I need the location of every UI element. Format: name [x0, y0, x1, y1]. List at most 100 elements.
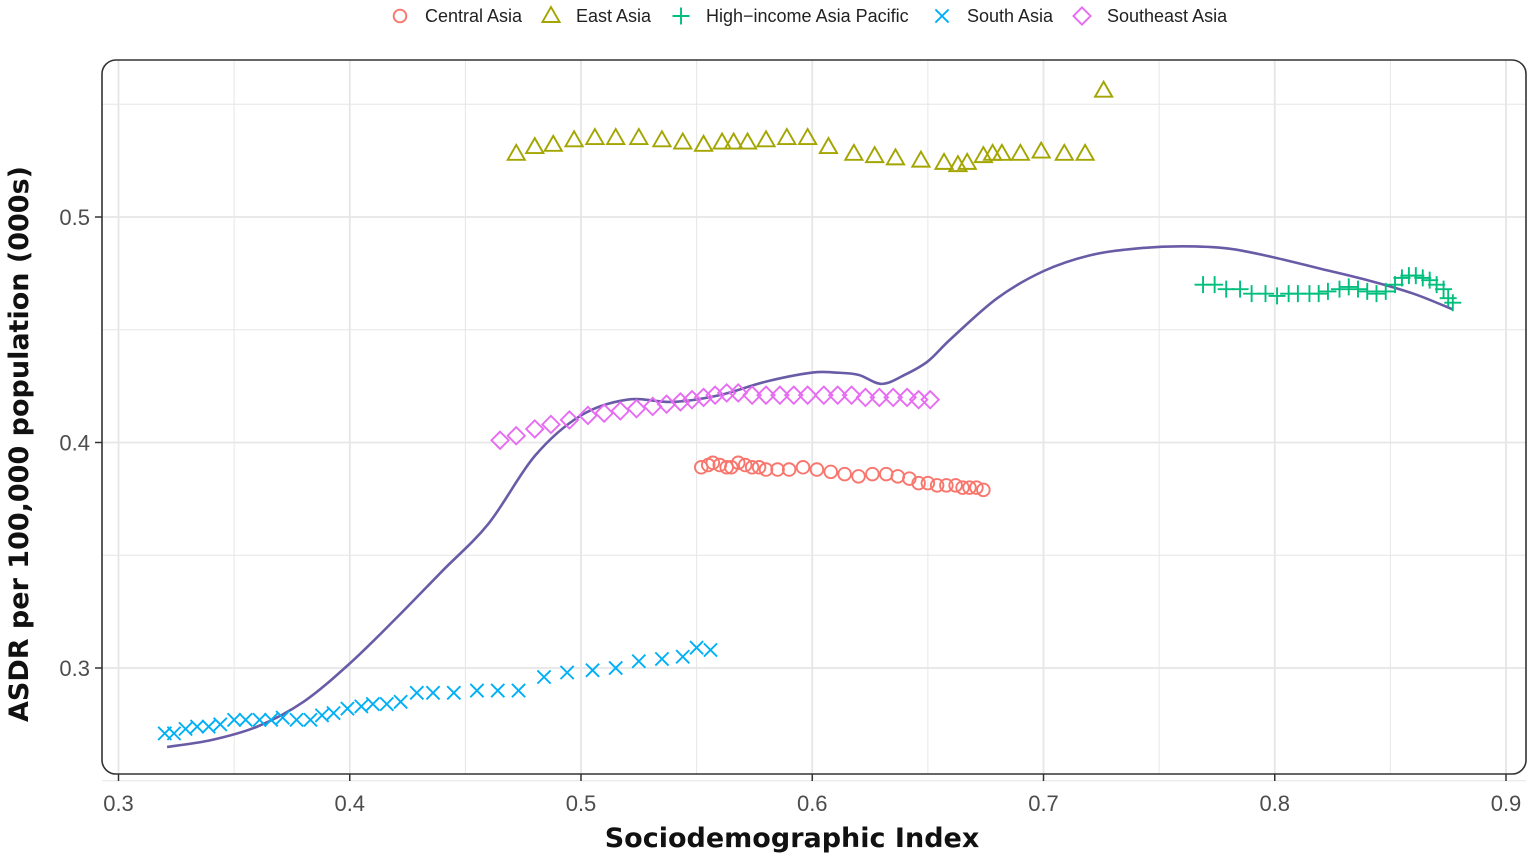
- data-point-central-asia: [731, 455, 746, 471]
- data-point-east-asia: [910, 149, 932, 168]
- data-point-high-income-asia-pacific: [1268, 287, 1286, 305]
- y-axis-title: ASDR per 100,000 population (000s): [4, 166, 35, 722]
- legend-item-east-asia: East Asia: [540, 5, 652, 26]
- data-point-east-asia: [711, 131, 733, 150]
- data-point-south-asia: [631, 653, 647, 669]
- legend-item-central-asia: Central Asia: [392, 6, 523, 26]
- data-point-south-asia: [559, 665, 575, 680]
- data-point-southeast-asia: [920, 389, 941, 410]
- data-point-high-income-asia-pacific: [1206, 276, 1224, 294]
- data-point-east-asia: [584, 127, 606, 146]
- data-point-south-asia: [289, 712, 304, 728]
- data-point-central-asia: [851, 469, 866, 484]
- legend: Central Asia East Asia High−income Asia Pa…: [392, 5, 1228, 26]
- data-point-east-asia: [651, 129, 673, 148]
- data-point-high-income-asia-pacific: [1444, 294, 1462, 312]
- trend-line: [166, 245, 1454, 749]
- data-point-south-asia: [409, 685, 425, 701]
- data-point-east-asia: [843, 142, 865, 161]
- points-layer: [157, 79, 1462, 741]
- data-point-high-income-asia-pacific: [1319, 282, 1337, 300]
- data-point-southeast-asia: [559, 410, 580, 430]
- plot-panel-border: [101, 59, 1527, 775]
- x-tick-label: 0.3: [103, 791, 134, 816]
- data-point-southeast-asia: [670, 391, 691, 412]
- data-point-central-asia: [948, 478, 963, 493]
- data-point-southeast-asia: [577, 405, 598, 426]
- legend-label-central-asia: Central Asia: [425, 6, 523, 26]
- data-point-south-asia: [212, 717, 228, 732]
- data-point-central-asia: [758, 462, 774, 477]
- data-point-east-asia: [1030, 140, 1052, 159]
- data-point-southeast-asia: [841, 385, 862, 406]
- data-point-central-asia: [976, 482, 991, 498]
- data-point-south-asia: [303, 712, 318, 728]
- data-point-east-asia: [1093, 79, 1114, 98]
- data-point-southeast-asia: [855, 387, 876, 408]
- data-point-east-asia: [933, 151, 955, 170]
- data-point-high-income-asia-pacific: [1349, 280, 1367, 298]
- data-point-south-asia: [365, 696, 381, 712]
- data-point-high-income-asia-pacific: [1386, 276, 1404, 294]
- data-point-southeast-asia: [682, 389, 702, 410]
- data-point-south-asia: [275, 710, 290, 725]
- data-point-high-income-asia-pacific: [1421, 271, 1439, 289]
- data-point-high-income-asia-pacific: [1377, 282, 1395, 300]
- data-point-south-asia: [314, 708, 330, 723]
- data-point-high-income-asia-pacific: [1414, 269, 1432, 287]
- data-point-south-asia: [238, 712, 253, 728]
- data-point-south-asia: [379, 696, 395, 712]
- data-point-southeast-asia: [769, 385, 790, 406]
- x-tick-label: 0.5: [566, 791, 597, 816]
- series-central-asia: [694, 455, 991, 498]
- data-point-southeast-asia: [827, 385, 848, 406]
- data-point-east-asia: [543, 133, 564, 152]
- data-point-south-asia: [469, 683, 485, 698]
- data-point-central-asia: [962, 480, 977, 495]
- data-point-high-income-asia-pacific: [1358, 282, 1376, 300]
- data-point-south-asia: [689, 640, 704, 655]
- data-point-south-asia: [326, 705, 341, 721]
- data-point-south-asia: [703, 642, 718, 658]
- data-point-east-asia: [563, 129, 585, 148]
- data-point-central-asia: [737, 457, 753, 473]
- data-point-south-asia: [536, 669, 552, 685]
- data-point-high-income-asia-pacific: [1331, 280, 1348, 298]
- data-point-south-asia: [654, 651, 670, 667]
- data-point-high-income-asia-pacific: [1257, 285, 1274, 303]
- data-point-high-income-asia-pacific: [1393, 269, 1411, 287]
- data-point-high-income-asia-pacific: [1428, 276, 1446, 294]
- data-point-south-asia: [189, 719, 205, 734]
- data-point-east-asia: [1010, 142, 1031, 161]
- data-point-southeast-asia: [897, 387, 918, 408]
- data-point-central-asia: [955, 480, 970, 495]
- data-point-east-asia: [755, 129, 777, 148]
- data-point-southeast-asia: [783, 385, 804, 406]
- y-tick-label: 0.3: [59, 656, 90, 681]
- data-point-south-asia: [201, 719, 216, 734]
- data-point-south-asia: [511, 683, 526, 698]
- data-point-south-asia: [178, 721, 193, 737]
- data-point-east-asia: [524, 136, 545, 155]
- data-point-southeast-asia: [524, 419, 545, 439]
- data-point-central-asia: [837, 466, 852, 482]
- data-point-south-asia: [393, 694, 408, 710]
- data-point-high-income-asia-pacific: [1368, 285, 1385, 303]
- data-point-central-asia: [969, 480, 984, 495]
- plot-panel: [102, 60, 1526, 774]
- data-point-southeast-asia: [506, 425, 527, 446]
- legend-key-east-asia: [540, 5, 562, 23]
- data-point-south-asia: [608, 660, 623, 676]
- data-point-central-asia: [823, 464, 839, 480]
- data-point-southeast-asia: [869, 387, 890, 408]
- data-point-south-asia: [226, 712, 242, 728]
- x-tick-label: 0.8: [1259, 791, 1290, 816]
- x-tick-label: 0.7: [1028, 791, 1059, 816]
- data-point-south-asia: [340, 701, 355, 716]
- legend-item-southeast-asia: Southeast Asia: [1072, 6, 1228, 26]
- legend-key-central-asia: [392, 8, 408, 24]
- data-point-central-asia: [911, 475, 926, 491]
- data-point-east-asia: [818, 136, 839, 155]
- data-point-central-asia: [929, 478, 945, 493]
